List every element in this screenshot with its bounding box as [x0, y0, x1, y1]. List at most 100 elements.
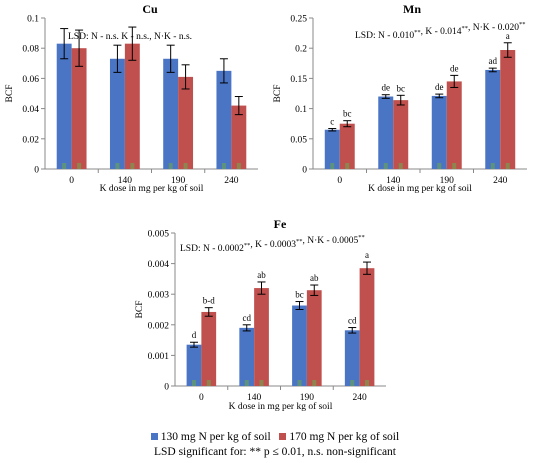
cu-bar-base-marker: [62, 163, 67, 169]
mn-sig-label: de: [435, 82, 444, 92]
mn-y-label: BCF: [273, 85, 283, 103]
mn-y-tick-label: 0.25: [290, 15, 307, 25]
fe-x-tick-label: 140: [247, 393, 262, 403]
cu-bar-base-marker: [168, 163, 173, 169]
fe-bar: [359, 268, 375, 386]
mn-bar: [393, 100, 409, 169]
cu-y-tick-label: 0: [34, 166, 39, 176]
fe-bar-base-marker: [365, 380, 370, 386]
fe-y-tick-label: 0.003: [148, 291, 170, 301]
cu-x-tick-label: 240: [224, 176, 239, 186]
fe-y-tick-label: 0.005: [148, 230, 170, 240]
fe-sig-label: cd: [348, 316, 357, 326]
cu-bar-base-marker: [236, 163, 241, 169]
legend-item-170n: 170 mg N per kg of soil: [279, 431, 399, 443]
mn-sig-label: de: [450, 63, 459, 73]
cu-bar: [71, 48, 87, 170]
fe-sig-label: b-d: [203, 296, 215, 306]
mn-bar-base-marker: [330, 163, 335, 169]
fe-bar-base-marker: [206, 380, 211, 386]
mn-bar-base-marker: [398, 163, 403, 169]
cu-lsd-annotation: LSD: N - n.s. K - n.s., N·K - n.s.: [68, 32, 192, 42]
cu-bar: [231, 105, 247, 169]
mn-bar: [446, 81, 462, 169]
fe-bar: [254, 288, 269, 386]
cu-bar-base-marker: [183, 163, 188, 169]
cu-y-tick-label: 0.1: [27, 15, 39, 25]
fe-bar: [201, 311, 217, 386]
mn-y-tick-label: 0.05: [290, 135, 307, 145]
mn-lsd-annotation: LSD: N - 0.010**, K - 0.014**, N·K - 0.0…: [355, 21, 525, 41]
cu-title: Cu: [142, 2, 158, 16]
fe-y-tick-label: 0.002: [148, 321, 170, 331]
fe-bar-base-marker: [259, 380, 264, 386]
mn-bar: [431, 95, 447, 169]
fe-y-tick-label: 0.004: [148, 260, 170, 270]
mn-bar: [485, 69, 501, 169]
lsd-note: LSD significant for: ** p ≤ 0.01, n.s. n…: [153, 446, 397, 458]
mn-x-tick-label: 240: [493, 176, 508, 186]
fe-bar-base-marker: [244, 380, 249, 386]
mn-bar-base-marker: [490, 163, 495, 169]
mn-sig-label: de: [382, 83, 391, 93]
mn-x-tick-label: 0: [337, 176, 342, 186]
fe-bar-base-marker: [350, 380, 355, 386]
fe-bar: [292, 305, 307, 386]
cu-bar: [124, 43, 140, 169]
mn-y-tick-label: 0.2: [295, 45, 307, 55]
fe-title: Fe: [274, 217, 287, 231]
cu-x-tick-label: 140: [118, 176, 133, 186]
legend-swatch-170n: [279, 433, 287, 441]
fe-sig-label: cd: [242, 313, 251, 323]
mn-bar: [500, 50, 516, 169]
mn-y-tick-label: 0.15: [290, 75, 307, 85]
mn-y-tick-label: 0.1: [295, 105, 307, 115]
fe-x-tick-label: 240: [353, 393, 368, 403]
fe-bar-base-marker: [297, 380, 302, 386]
mn-bar-base-marker: [437, 163, 442, 169]
cu-bar-base-marker: [130, 163, 135, 169]
fe-sig-label: bc: [295, 290, 304, 300]
fe-y-tick-label: 0.001: [148, 352, 170, 362]
legend-label-130n: 130 mg N per kg of soil: [160, 431, 271, 443]
fe-bar-base-marker: [191, 380, 196, 386]
cu-bar: [56, 43, 72, 169]
fe-y-tick-label: 0: [164, 383, 169, 393]
fe-lsd-annotation: LSD: N - 0.0002**, K - 0.0003**, N·K - 0…: [180, 234, 365, 254]
fe-sig-label: ab: [257, 270, 266, 280]
fe-bar: [306, 290, 322, 386]
mn-bar-base-marker: [345, 163, 350, 169]
fe-sig-label: a: [365, 250, 369, 260]
cu-bar: [109, 58, 125, 169]
mn-bar: [324, 129, 340, 169]
cu-bar: [216, 70, 232, 169]
cu-x-label: K dose in mg per kg of soil: [100, 183, 204, 194]
fe-x-tick-label: 0: [199, 393, 204, 403]
fe-sig-label: d: [192, 330, 197, 340]
mn-x-tick-label: 190: [440, 176, 455, 186]
mn-bar: [339, 123, 355, 169]
mn-y-tick-label: 0: [302, 166, 307, 176]
fe-y-label: BCF: [135, 301, 145, 319]
cu-y-label: BCF: [5, 85, 15, 103]
mn-sig-label: bc: [396, 83, 405, 93]
fe-bar-base-marker: [312, 380, 317, 386]
legend: 130 mg N per kg of soil 170 mg N per kg …: [0, 430, 550, 445]
cu-x-tick-label: 190: [171, 176, 186, 186]
legend-swatch-130n: [150, 433, 158, 441]
mn-sig-label: a: [506, 31, 510, 41]
mn-sig-label: ad: [489, 56, 498, 66]
cu-y-tick-label: 0.06: [22, 75, 39, 85]
cu-y-tick-label: 0.08: [22, 45, 39, 55]
cu-bar-base-marker: [221, 163, 226, 169]
fe-bar: [186, 344, 202, 386]
fe-x-label: K dose in mg per kg of soil: [229, 401, 333, 412]
mn-sig-label: c: [330, 117, 334, 127]
mn-title: Mn: [403, 2, 421, 16]
fe-bar: [344, 330, 360, 386]
mn-sig-label: bc: [343, 109, 352, 119]
cu-x-tick-label: 0: [69, 176, 74, 186]
cu-bar: [178, 76, 194, 169]
mn-x-label: K dose in mg per kg of soil: [368, 183, 472, 194]
